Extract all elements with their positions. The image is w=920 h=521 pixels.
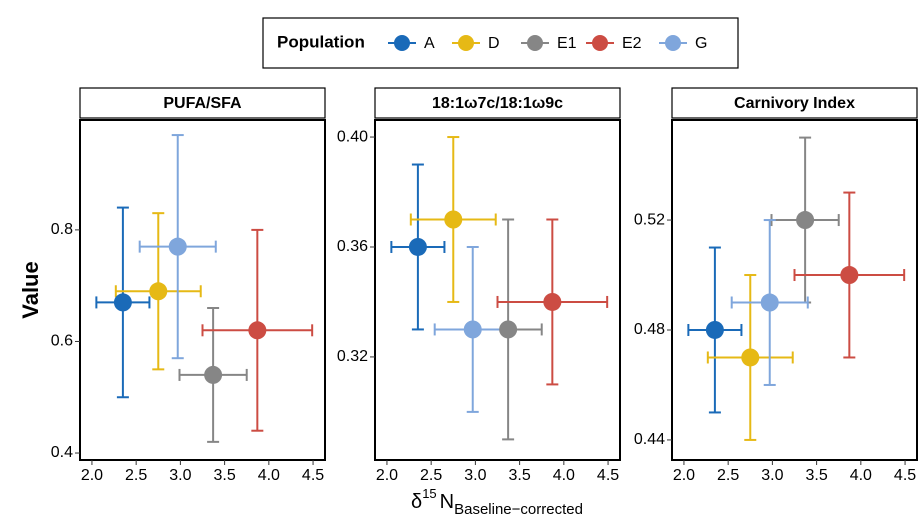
point (113, 293, 132, 312)
x-tick-label: 4.0 (850, 467, 872, 484)
y-tick-label: 0.44 (634, 431, 665, 448)
y-tick-label: 0.32 (337, 348, 368, 365)
point (463, 320, 482, 339)
x-label-subscript: Baseline−corrected (454, 501, 583, 518)
panel-title: 18:1ω7c/18:1ω9c (432, 95, 563, 112)
x-label-symbol: δ (411, 491, 422, 513)
legend-key-dot (458, 35, 474, 51)
x-label-base: N (440, 491, 454, 513)
point (760, 293, 779, 312)
y-tick-label: 0.48 (634, 321, 665, 338)
x-tick-label: 3.0 (464, 467, 486, 484)
legend-box (262, 17, 739, 69)
strip (671, 87, 918, 119)
point (408, 237, 427, 256)
y-axis-label: Value (18, 261, 43, 318)
legend-label: A (424, 35, 435, 52)
x-tick-label: 3.0 (761, 467, 783, 484)
plot-border (374, 119, 621, 461)
point (741, 348, 760, 367)
x-tick-label: 2.0 (81, 467, 103, 484)
legend-label: G (695, 35, 707, 52)
point (168, 237, 187, 256)
point (499, 320, 518, 339)
legend-key-dot (665, 35, 681, 51)
point (248, 321, 267, 340)
point (796, 211, 815, 230)
x-tick-label: 3.5 (508, 467, 530, 484)
point (204, 365, 223, 384)
legend-key-dot (527, 35, 543, 51)
x-tick-label: 3.5 (805, 467, 827, 484)
x-tick-label: 2.5 (717, 467, 739, 484)
point (543, 292, 562, 311)
x-tick-label: 2.5 (420, 467, 442, 484)
point (444, 210, 463, 229)
plot-border (671, 119, 918, 461)
panel-title: PUFA/SFA (163, 95, 242, 112)
legend-key-dot (394, 35, 410, 51)
y-tick-label: 0.52 (634, 211, 665, 228)
y-tick-label: 0.36 (337, 238, 368, 255)
x-tick-label: 2.5 (125, 467, 147, 484)
strip (374, 87, 621, 119)
x-tick-label: 4.0 (553, 467, 575, 484)
y-tick-label: 0.6 (51, 333, 73, 350)
y-tick-label: 0.40 (337, 128, 368, 145)
legend-label: E2 (622, 35, 642, 52)
point (705, 320, 724, 339)
x-tick-label: 2.0 (673, 467, 695, 484)
x-tick-label: 3.0 (169, 467, 191, 484)
plot-border (79, 119, 326, 461)
point (149, 282, 168, 301)
point (840, 266, 859, 285)
legend-key-dot (592, 35, 608, 51)
x-tick-label: 4.0 (258, 467, 280, 484)
legend-label: D (488, 35, 500, 52)
x-tick-label: 2.0 (376, 467, 398, 484)
x-tick-label: 4.5 (597, 467, 619, 484)
legend-title: Population (277, 32, 365, 51)
x-tick-label: 4.5 (302, 467, 324, 484)
y-tick-label: 0.4 (51, 444, 73, 461)
panel-title: Carnivory Index (734, 95, 855, 112)
x-tick-label: 4.5 (894, 467, 916, 484)
x-label-superscript: 15 (422, 486, 436, 501)
x-axis-label: δ15 NBaseline−corrected (411, 486, 583, 518)
strip (79, 87, 326, 119)
y-tick-label: 0.8 (51, 221, 73, 238)
legend-label: E1 (557, 35, 577, 52)
x-tick-label: 3.5 (213, 467, 235, 484)
